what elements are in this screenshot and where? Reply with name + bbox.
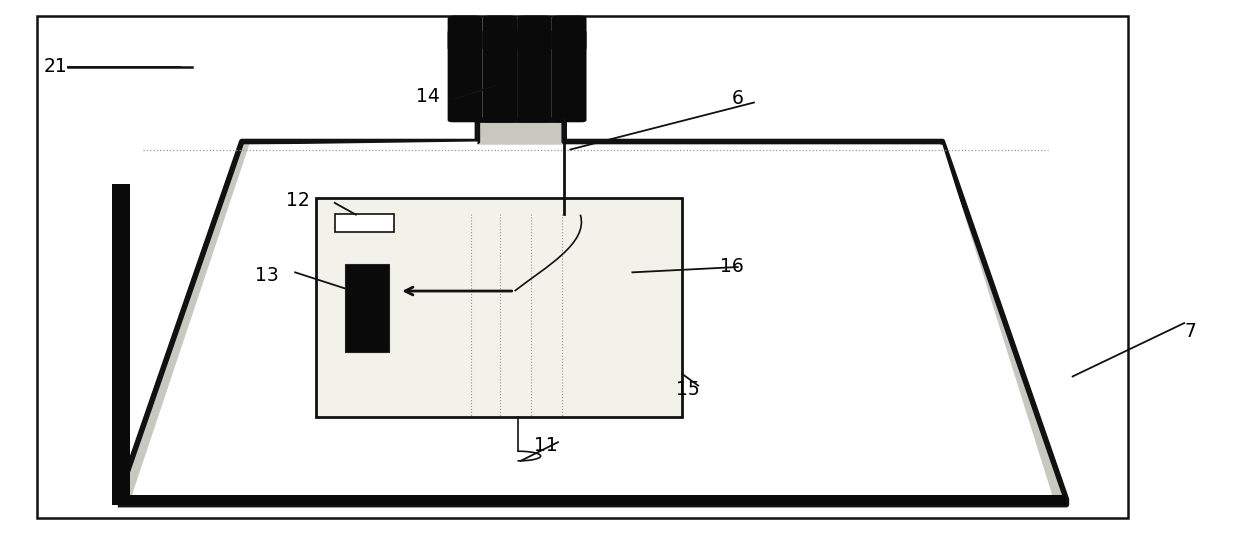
FancyBboxPatch shape [482, 15, 517, 51]
Polygon shape [133, 120, 1052, 498]
Bar [112, 184, 130, 505]
Bar [316, 198, 682, 417]
Polygon shape [118, 120, 1066, 505]
FancyBboxPatch shape [552, 15, 587, 51]
Bar [37, 16, 1128, 518]
Text: 21: 21 [43, 57, 68, 76]
FancyBboxPatch shape [517, 30, 552, 122]
Text: 16: 16 [719, 257, 744, 277]
FancyBboxPatch shape [448, 30, 482, 122]
Bar [118, 495, 1066, 505]
Text: 7: 7 [1184, 321, 1197, 341]
FancyBboxPatch shape [552, 30, 587, 122]
Text: 13: 13 [254, 265, 279, 285]
Text: 14: 14 [415, 87, 440, 106]
FancyBboxPatch shape [517, 15, 552, 51]
Text: 6: 6 [732, 89, 744, 108]
Bar [345, 264, 389, 352]
Text: 15: 15 [676, 380, 701, 399]
Text: 11: 11 [533, 436, 558, 456]
Bar [335, 214, 394, 232]
FancyBboxPatch shape [482, 30, 517, 122]
FancyBboxPatch shape [448, 15, 482, 51]
Text: 12: 12 [285, 191, 310, 210]
